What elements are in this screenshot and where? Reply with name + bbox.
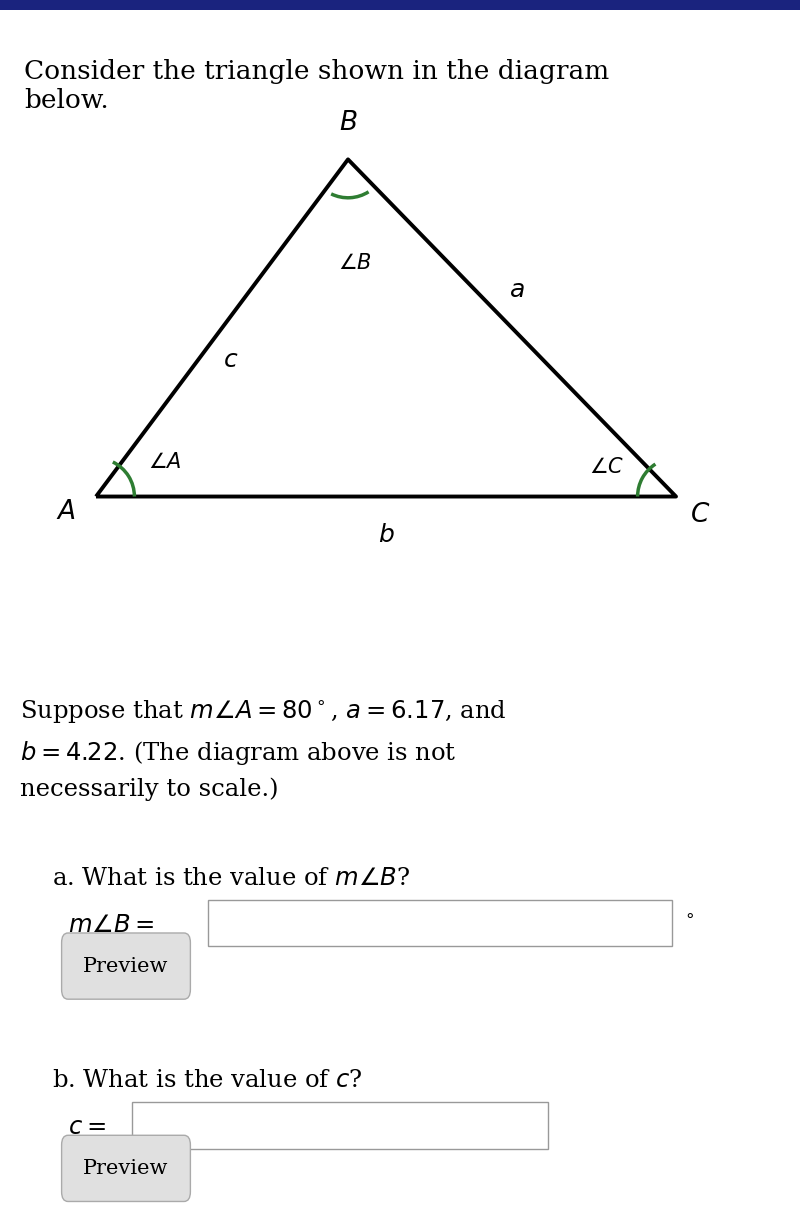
Text: Preview: Preview (83, 956, 169, 976)
Text: $C$: $C$ (690, 503, 710, 527)
FancyBboxPatch shape (62, 933, 190, 999)
Text: Suppose that $m\angle A = 80^\circ$, $a = 6.17$, and
$b = 4.22$. (The diagram ab: Suppose that $m\angle A = 80^\circ$, $a … (20, 699, 506, 802)
Bar (0, 0, 800, 10)
Text: $A$: $A$ (56, 499, 75, 524)
Text: $c$: $c$ (223, 349, 238, 373)
Text: Preview: Preview (83, 1159, 169, 1178)
Text: $m\angle B =$: $m\angle B =$ (68, 915, 154, 937)
Text: $a$: $a$ (510, 278, 525, 302)
FancyBboxPatch shape (62, 1135, 190, 1201)
Text: a. What is the value of $m\angle B$?: a. What is the value of $m\angle B$? (52, 867, 410, 890)
Text: $^{\circ}$: $^{\circ}$ (684, 912, 694, 934)
FancyBboxPatch shape (208, 900, 672, 946)
Text: $c =$: $c =$ (68, 1117, 106, 1139)
Text: $b$: $b$ (378, 525, 394, 547)
Text: $\angle B$: $\angle B$ (338, 253, 372, 273)
Text: b. What is the value of $c$?: b. What is the value of $c$? (52, 1069, 363, 1092)
FancyBboxPatch shape (132, 1102, 548, 1149)
Text: $\angle A$: $\angle A$ (148, 452, 182, 472)
Text: $\angle C$: $\angle C$ (589, 457, 624, 477)
Text: Consider the triangle shown in the diagram
below.: Consider the triangle shown in the diagr… (24, 59, 610, 113)
Text: $B$: $B$ (338, 110, 358, 135)
